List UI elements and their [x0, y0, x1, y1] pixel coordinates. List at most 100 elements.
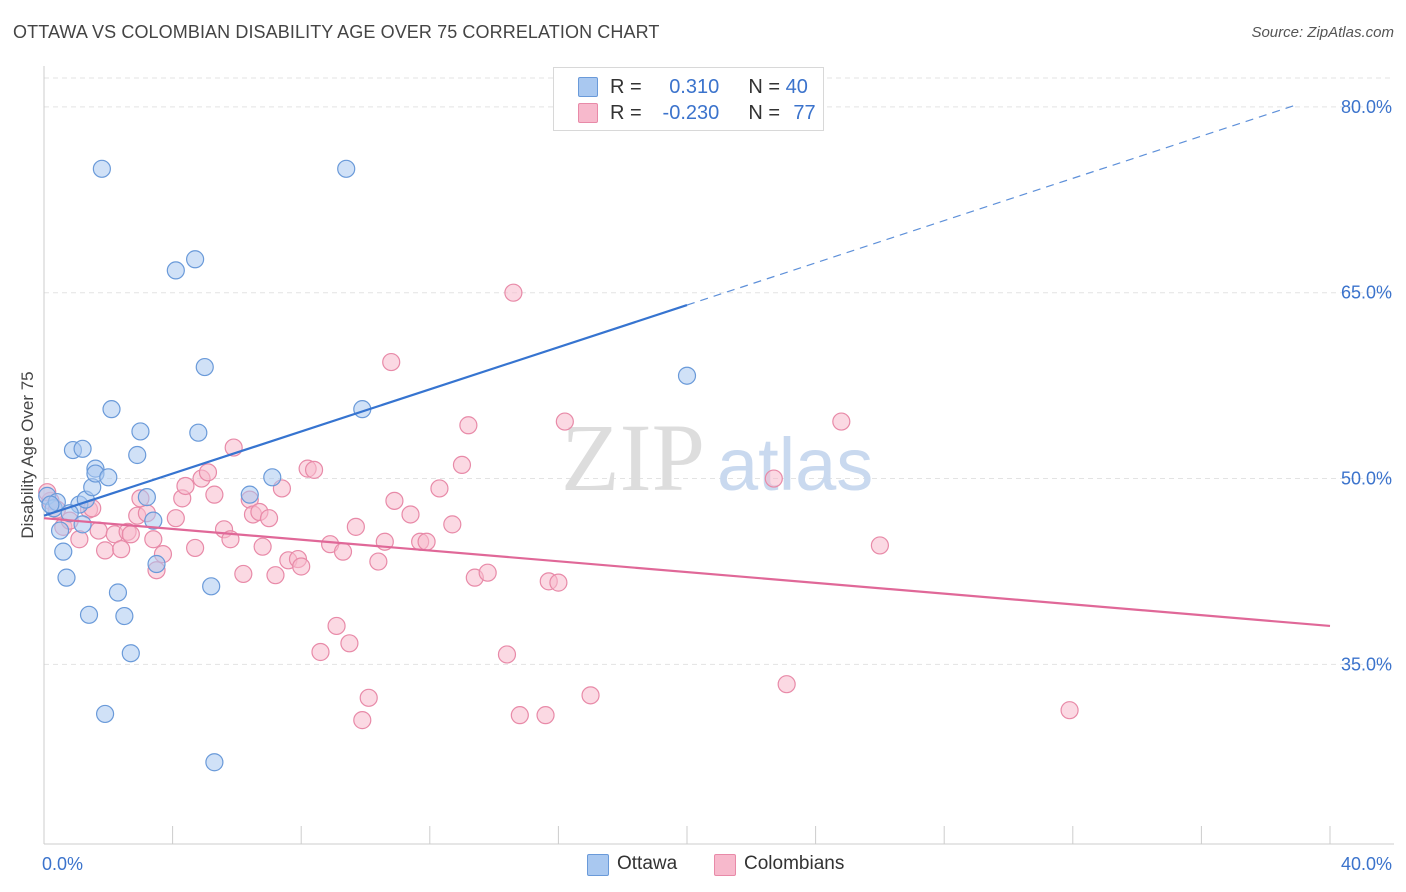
ottawa-point — [189, 423, 208, 442]
colombian-point — [340, 634, 359, 653]
legend-text-ottawa: R = 0.310 N = 40 — [610, 74, 808, 100]
legend-text-colombians: R = -0.230 N = 77 — [610, 100, 816, 126]
axes — [43, 66, 1394, 845]
colombian-point — [186, 538, 205, 558]
colombian-point — [333, 542, 353, 561]
ottawa-point — [205, 753, 224, 772]
legend-n-value: 77 — [793, 102, 816, 124]
colombian-point — [497, 645, 517, 664]
colombian-point — [536, 706, 555, 725]
chart-title: OTTAWA VS COLOMBIAN DISABILITY AGE OVER … — [13, 22, 660, 42]
ottawa-point — [144, 511, 163, 530]
colombian-point — [549, 573, 568, 592]
colombian-point — [292, 557, 311, 576]
colombian-point — [253, 537, 272, 556]
colombian-point — [259, 509, 279, 528]
legend-r-label: R = — [610, 76, 642, 98]
colombian-point — [581, 686, 600, 705]
colombian-point — [70, 530, 89, 549]
colombian-point — [266, 566, 285, 585]
colombian-point — [359, 688, 378, 707]
trend-lines — [43, 103, 1331, 628]
colombian-point — [459, 416, 478, 435]
colombian-point — [832, 412, 851, 431]
ottawa-point — [128, 445, 147, 465]
y-tick-label: 35.0% — [1341, 654, 1392, 674]
colombian-point — [144, 530, 163, 549]
ottawa-point — [137, 488, 156, 507]
ottawa-point — [240, 485, 259, 504]
colombian-point — [205, 485, 224, 504]
colombian-point — [95, 541, 115, 560]
source-credit: Source: ZipAtlas.com — [1251, 24, 1394, 41]
legend-swatch-colombians — [714, 854, 736, 876]
legend-r-label: R = — [610, 102, 642, 124]
colombian-point — [452, 455, 472, 475]
ottawa-point — [115, 606, 134, 626]
ottawa-point — [92, 159, 111, 178]
legend-label-colombians: Colombians — [744, 853, 845, 874]
y-tick-label: 50.0% — [1341, 469, 1392, 489]
ottawa-point — [166, 261, 185, 280]
colombian-point — [385, 491, 404, 510]
y-tick-label: 65.0% — [1341, 283, 1392, 303]
tick-labels: 80.0% 65.0% 50.0% 35.0% 0.0% 40.0% — [42, 97, 1392, 874]
legend-swatch-ottawa — [587, 854, 609, 876]
colombian-point — [777, 675, 796, 694]
ottawa-point — [195, 357, 214, 377]
watermark-zip: ZIP — [561, 404, 705, 511]
colombian-point — [417, 532, 436, 551]
trend-extension-ottawa — [686, 103, 1299, 306]
ottawa-point — [263, 468, 282, 487]
colombian-point — [176, 476, 195, 496]
colombian-point — [198, 463, 218, 482]
correlation-legend: R = 0.310 N = 40 R = -0.230 N = 77 — [553, 67, 824, 131]
colombian-point — [353, 711, 372, 730]
ottawa-point — [73, 439, 92, 458]
ottawa-point — [186, 250, 205, 269]
x-tick-label: 0.0% — [42, 854, 83, 874]
watermark: ZIP atlas — [561, 404, 873, 511]
colombian-point — [382, 352, 401, 372]
colombian-point — [443, 515, 462, 534]
colombian-point — [504, 283, 523, 302]
colombian-point — [510, 706, 529, 725]
ottawa-point — [202, 577, 221, 596]
legend-label-ottawa: Ottawa — [617, 853, 678, 874]
series-colombians — [38, 283, 1079, 730]
colombian-point — [89, 521, 108, 540]
colombian-point — [166, 509, 185, 528]
colombian-point — [430, 479, 449, 498]
x-tick-label: 40.0% — [1341, 854, 1392, 874]
colombian-point — [478, 563, 497, 582]
legend-n-label: N = — [748, 102, 781, 124]
colombian-point — [234, 564, 253, 584]
legend-swatch-colombians — [578, 103, 598, 123]
y-axis-label: Disability Age Over 75 — [18, 371, 37, 539]
colombian-point — [311, 642, 330, 662]
colombian-point — [555, 412, 574, 431]
ottawa-point — [121, 644, 140, 663]
ottawa-point — [147, 554, 166, 574]
colombian-point — [401, 505, 420, 524]
y-tick-label: 80.0% — [1341, 97, 1392, 117]
ottawa-point — [54, 542, 73, 561]
ottawa-point — [79, 605, 99, 624]
legend-r-value: 0.310 — [669, 76, 720, 98]
trend-line-ottawa — [43, 304, 688, 517]
ottawa-point — [50, 521, 70, 540]
ottawa-point — [108, 583, 128, 602]
colombian-point — [304, 460, 324, 479]
legend-r-value: -0.230 — [662, 102, 720, 124]
colombian-point — [327, 616, 346, 636]
ottawa-point — [95, 704, 115, 724]
colombian-point — [870, 536, 890, 555]
legend-n-value: 40 — [785, 76, 808, 98]
ottawa-point — [337, 159, 356, 178]
colombian-point — [1060, 701, 1079, 720]
colombian-point — [112, 540, 131, 559]
colombian-point — [121, 525, 140, 544]
ottawa-point — [102, 400, 121, 419]
legend-swatch-ottawa — [578, 77, 598, 97]
